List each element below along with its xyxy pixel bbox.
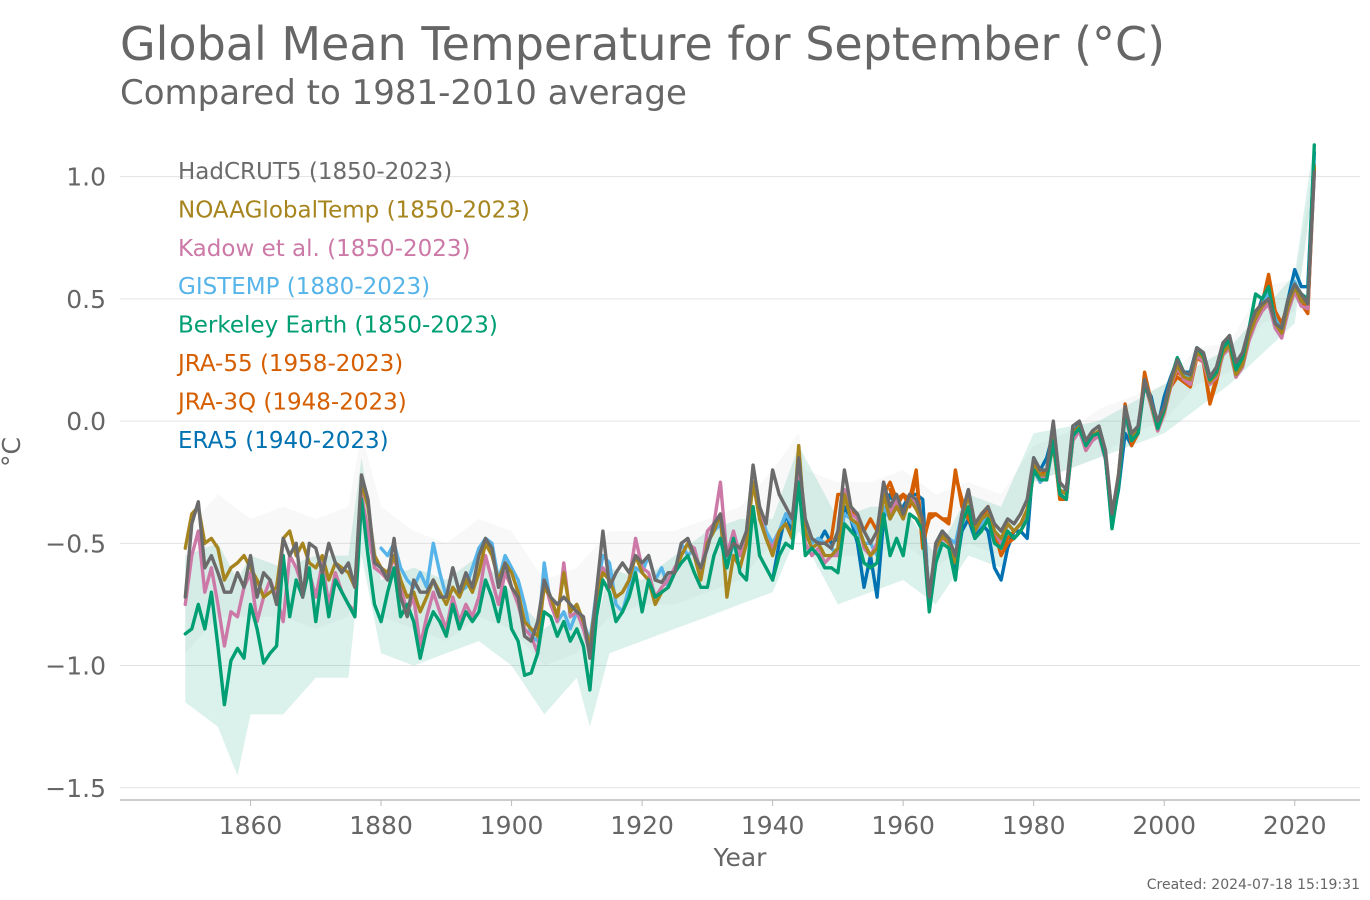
y-tick-label: 1.0: [66, 163, 106, 192]
y-axis-label: °C: [0, 437, 26, 467]
legend-entry: JRA-55 (1958-2023): [176, 351, 403, 377]
x-tick-label: 2020: [1263, 811, 1327, 840]
y-tick-label: −1.0: [45, 652, 106, 681]
legend-entry: ERA5 (1940-2023): [178, 428, 389, 454]
x-tick-label: 1960: [871, 811, 935, 840]
gridlines: [120, 176, 1360, 789]
x-tick-label: 1880: [349, 811, 413, 840]
chart-title: Global Mean Temperature for September (°…: [120, 17, 1165, 71]
created-timestamp: Created: 2024-07-18 15:19:31: [1147, 877, 1360, 893]
x-tick-label: 1900: [480, 811, 544, 840]
x-axis-label: Year: [713, 843, 768, 872]
y-tick-label: 0.5: [66, 285, 106, 314]
legend-entry: Kadow et al. (1850-2023): [178, 236, 470, 262]
x-tick-label: 1940: [741, 811, 805, 840]
legend-entry: JRA-3Q (1948-2023): [176, 389, 407, 415]
y-tick-label: −1.5: [45, 774, 106, 803]
uncertainty-band: [185, 164, 1315, 666]
series-line: [183, 170, 1316, 660]
x-tick-label: 2000: [1132, 811, 1196, 840]
chart-subtitle: Compared to 1981-2010 average: [120, 73, 687, 113]
y-ticks: 1.0 0.5 0.0 −0.5 −1.0 −1.5: [45, 163, 106, 803]
x-tick-label: 1860: [219, 811, 283, 840]
x-tick-label: 1980: [1002, 811, 1066, 840]
y-tick-label: −0.5: [45, 529, 106, 558]
x-ticks: 1860 1880 1900 1920 1940 1960 1980 2000 2020: [219, 800, 1327, 840]
legend-entry: NOAAGlobalTemp (1850-2023): [178, 197, 530, 223]
legend-entry: GISTEMP (1880-2023): [178, 274, 430, 300]
legend-entry: Berkeley Earth (1850-2023): [178, 313, 498, 339]
legend-entry: HadCRUT5 (1850-2023): [178, 159, 452, 185]
legend: HadCRUT5 (1850-2023) NOAAGlobalTemp (1850…: [176, 159, 530, 454]
series-lines: [183, 143, 1316, 707]
y-tick-label: 0.0: [66, 407, 106, 436]
x-tick-label: 1920: [610, 811, 674, 840]
